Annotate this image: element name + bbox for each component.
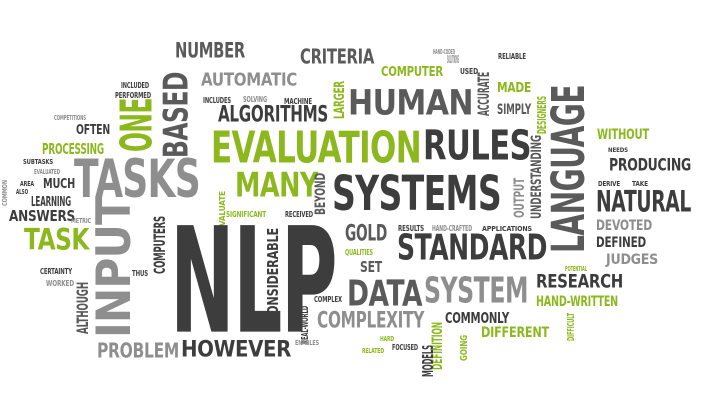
word-received: RECEIVED — [285, 209, 313, 219]
word-certainty: CERTAINTY — [40, 266, 72, 276]
word-also: ALSO — [16, 187, 28, 196]
word-systems: SYSTEMS — [332, 166, 502, 222]
word-one: ONE — [110, 98, 163, 152]
word-answers: ANSWERS — [9, 207, 75, 225]
word-nlp: NLP — [170, 197, 338, 367]
word-accurate: ACCURATE — [474, 72, 493, 116]
word-processing: PROCESSING — [42, 140, 104, 158]
word-evaluated: EVALUATED — [34, 167, 60, 176]
word-automatic: AUTOMATIC — [201, 70, 297, 91]
word-set: SET — [360, 258, 382, 276]
word-common: COMMON — [0, 180, 9, 206]
word-however: HOWEVER — [181, 337, 291, 363]
word-related: RELATED — [362, 346, 384, 355]
word-made: MADE — [497, 81, 531, 96]
word-without: WITHOUT — [597, 127, 649, 143]
word-considerable: CONSIDERABLE — [264, 228, 282, 323]
word-defined: DEFINED — [596, 235, 646, 251]
word-tasks: TASKS — [74, 148, 201, 210]
word-machine: MACHINE — [284, 96, 312, 106]
word-human: HUMAN — [348, 83, 474, 124]
word-hand-written: HAND-WRITTEN — [536, 294, 618, 310]
word-focused: FOCUSED — [392, 342, 418, 352]
word-hand-crafted: HAND-CRAFTED — [432, 223, 472, 233]
word-subtasks: SUBTASKS — [23, 157, 53, 166]
word-hard: HARD — [380, 334, 394, 343]
word-understanding: UNDERSTANDING — [529, 135, 545, 219]
word-enables: ENABLES — [295, 338, 319, 347]
word-language: LANGUAGE — [542, 85, 596, 253]
word-applications: APPLICATIONS — [482, 224, 532, 233]
word-potential: POTENTIAL — [565, 264, 587, 273]
word-competitions: COMPETITIONS — [54, 113, 86, 122]
word-computers: COMPUTERS — [150, 216, 169, 274]
word-area: AREA — [20, 179, 34, 188]
word-complex: COMPLEX — [314, 294, 342, 304]
word-used: USED — [460, 66, 478, 76]
word-commonly: COMMONLY — [445, 309, 509, 327]
word-solutions: SOLUTIONS — [447, 53, 459, 66]
word-models: MODELS — [419, 345, 437, 377]
word-includes: INCLUDES — [203, 95, 231, 105]
word-based: BASED — [157, 72, 197, 158]
word-gold: GOLD — [345, 221, 387, 247]
word-devoted: DEVOTED — [596, 218, 652, 234]
word-performed: PERFORMED — [115, 90, 151, 100]
word-algorithms: ALGORITHMS — [218, 102, 328, 128]
word-significant: SIGNIFICANT — [226, 209, 266, 219]
word-judges: JUDGES — [606, 252, 658, 268]
word-system: SYSTEM — [424, 269, 528, 312]
word-simply: SIMPLY — [497, 102, 531, 118]
word-qualities: QUALITIES — [345, 247, 373, 257]
word-hand-coded: HAND-CODED — [433, 47, 455, 56]
word-worked: WORKED — [46, 278, 74, 288]
word-included: INCLUDED — [121, 80, 149, 90]
word-natural: NATURAL — [596, 185, 691, 219]
word-larger: LARGER — [332, 81, 348, 119]
word-derive: DERIVE — [598, 179, 620, 188]
word-evaluation: EVALUATION — [211, 121, 422, 174]
word-often: OFTEN — [76, 123, 110, 138]
word-much: MUCH — [43, 177, 75, 192]
word-complexity: COMPLEXITY — [317, 308, 424, 334]
word-number: NUMBER — [175, 39, 245, 64]
word-reliable: RELIABLE — [498, 51, 526, 61]
word-rules: RULES — [423, 121, 532, 170]
word-thus: THUS — [132, 268, 148, 278]
word-although: ALTHOUGH — [73, 282, 92, 334]
word-take: TAKE — [632, 179, 648, 188]
word-metric: METRIC — [71, 216, 91, 225]
word-data: DATA — [347, 272, 423, 315]
word-needs: NEEDS — [608, 147, 628, 154]
word-going: GOING — [459, 335, 470, 361]
word-producing: PRODUCING — [609, 156, 691, 176]
word-different: DIFFERENT — [481, 325, 549, 341]
word-many: MANY — [235, 166, 319, 206]
word-research: RESEARCH — [536, 270, 623, 293]
word-learning: LEARNING — [31, 195, 71, 210]
word-task: TASK — [24, 223, 89, 257]
word-output: OUTPUT — [512, 178, 528, 218]
word-results: RESULTS — [398, 223, 424, 233]
word-difficult: DIFFICULT — [566, 313, 577, 341]
word-solving: SOLVING — [243, 94, 267, 104]
word-standard: STANDARD — [397, 226, 548, 269]
word-criteria: CRITERIA — [300, 45, 374, 69]
word-problem: PROBLEM — [97, 339, 179, 363]
word-computer: COMPUTER — [381, 65, 443, 80]
